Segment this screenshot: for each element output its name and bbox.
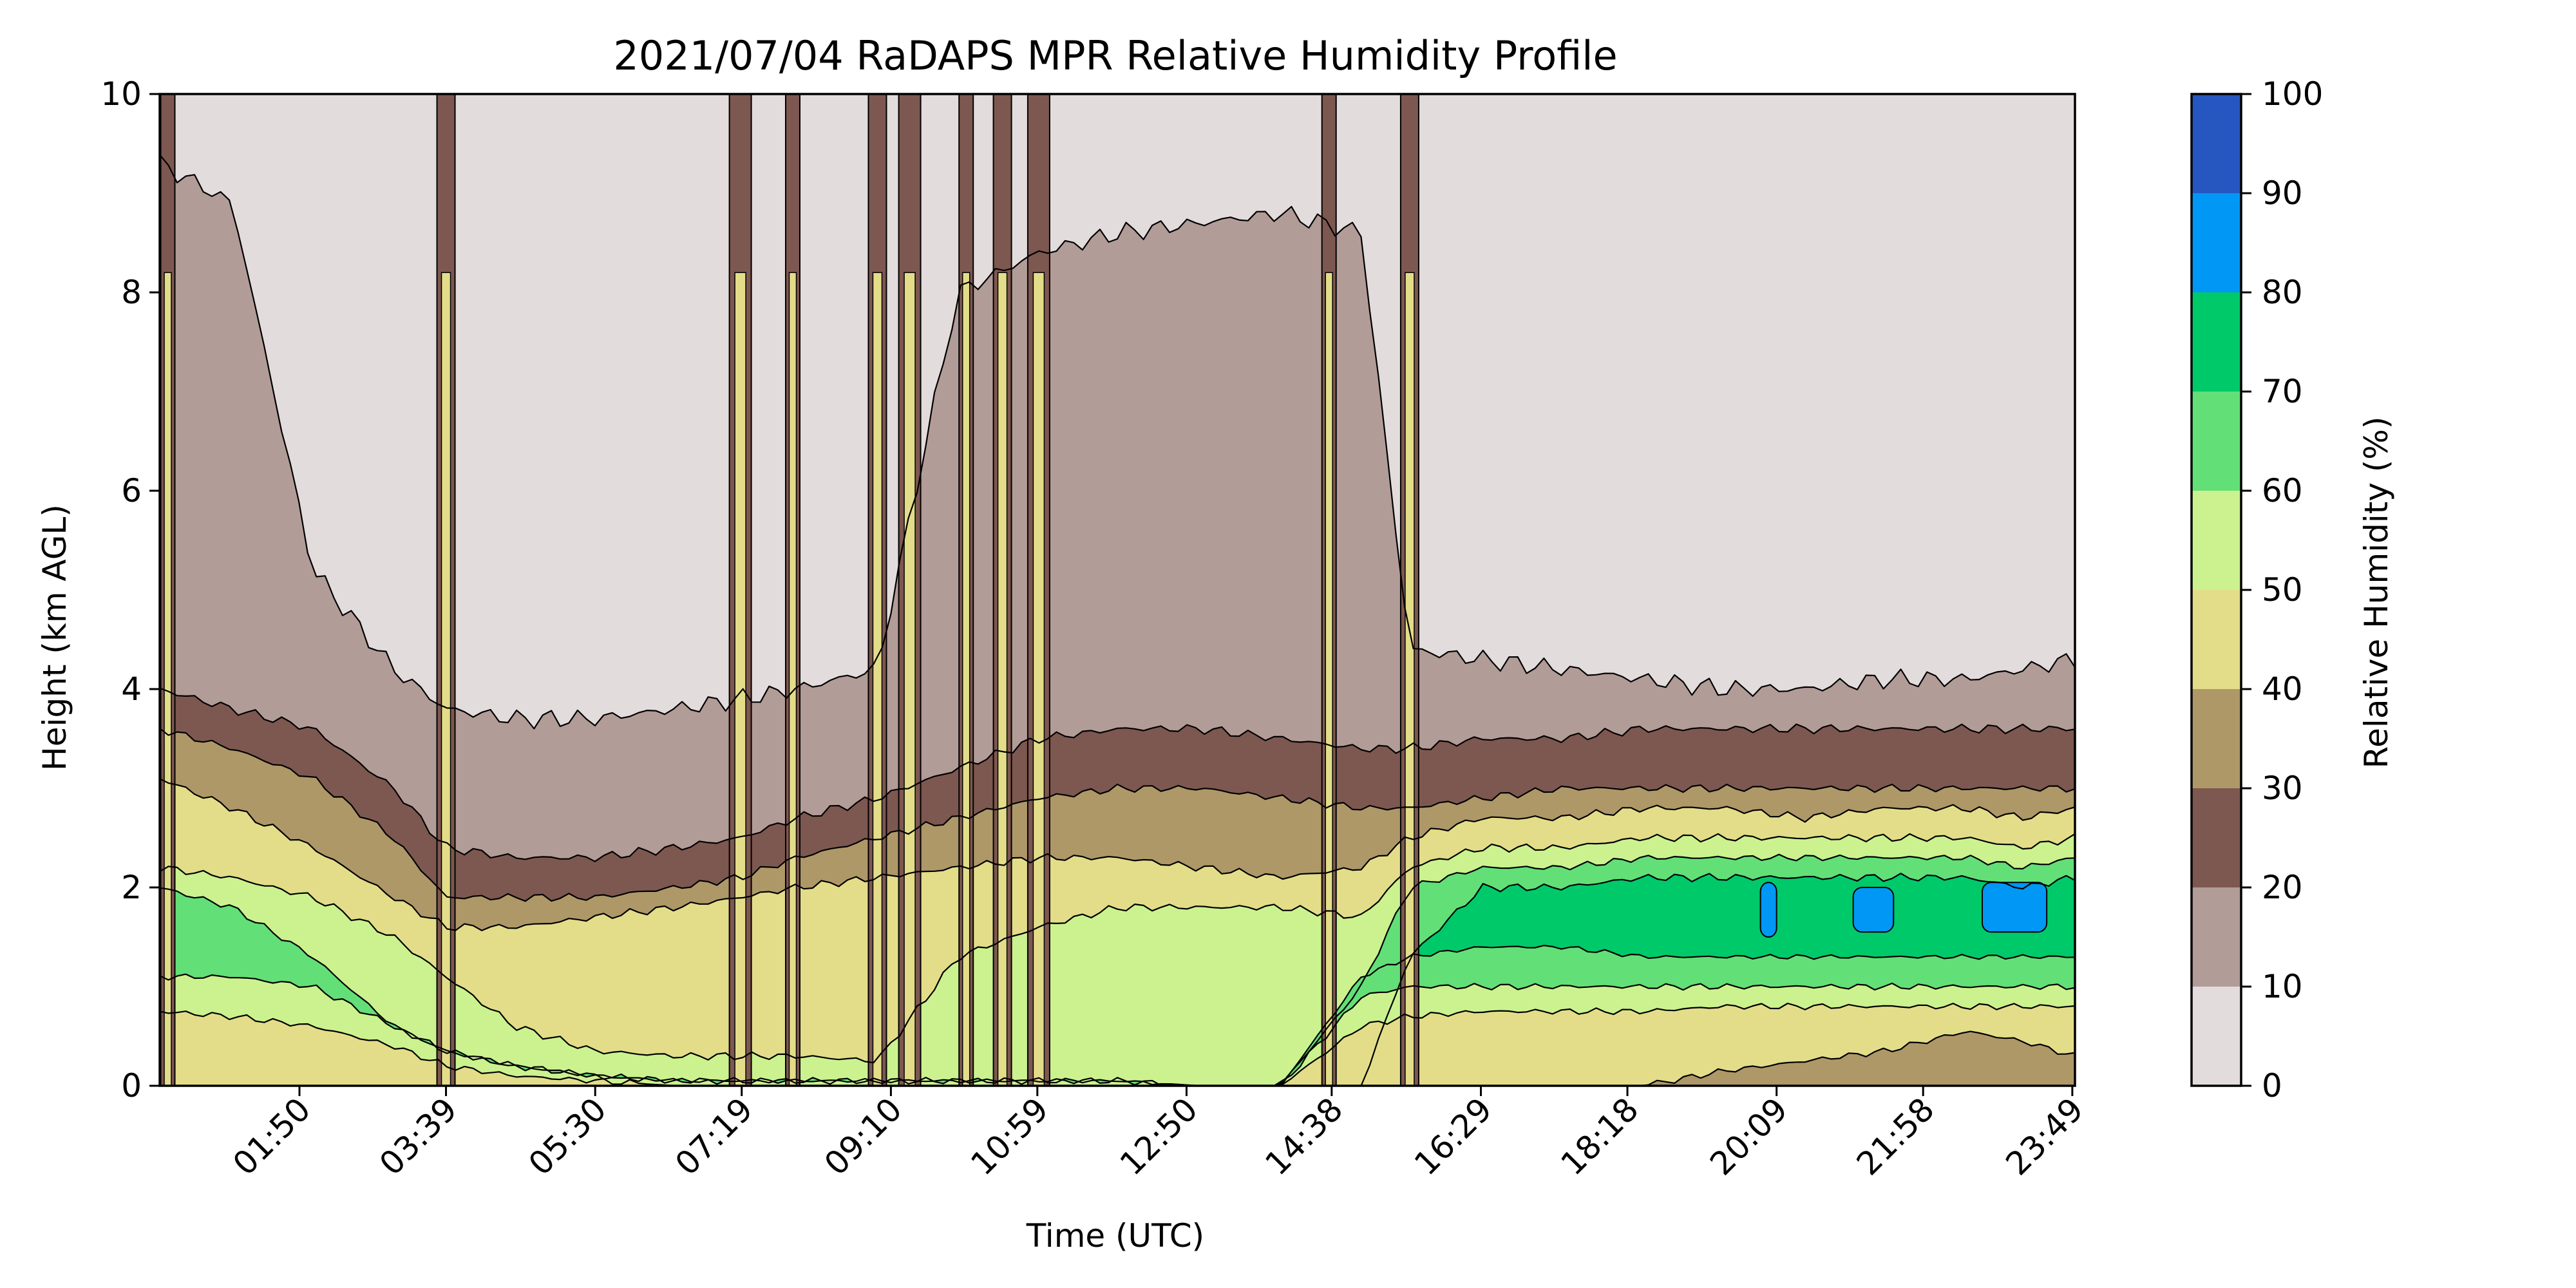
x-tick-label: 18:18 <box>1554 1090 1646 1182</box>
colorbar-tick-label: 100 <box>2262 75 2323 113</box>
colorbar-swatch <box>2192 193 2241 292</box>
x-tick-label: 16:29 <box>1407 1090 1499 1182</box>
colorbar-swatch <box>2192 590 2241 689</box>
plot-frame <box>158 93 2076 1087</box>
contour-line <box>160 154 2075 730</box>
moist-spike-core <box>788 272 797 1086</box>
colorbar-swatch <box>2192 392 2241 491</box>
rh-patch-80-90 <box>1852 887 1895 933</box>
x-tick-label: 09:10 <box>817 1090 909 1182</box>
x-axis: 01:50 03:39 05:30 07:19 09:10 10:59 12:50 14:38… <box>226 1086 2090 1182</box>
rh-lower-30-40 <box>160 1031 2075 1086</box>
y-tick-label: 2 <box>121 869 142 906</box>
colorbar-swatch <box>2192 887 2241 987</box>
x-tick-label: 01:50 <box>226 1090 318 1182</box>
x-tick-label: 14:38 <box>1258 1090 1350 1182</box>
y-tick-label: 0 <box>121 1067 142 1104</box>
moist-spike-core <box>164 272 172 1086</box>
x-tick-label: 12:50 <box>1113 1090 1205 1182</box>
colorbar-tick-label: 20 <box>2262 869 2303 906</box>
contour-line <box>160 687 2075 862</box>
x-tick-label: 03:39 <box>372 1090 464 1182</box>
colorbar-tick-label: 70 <box>2262 373 2303 410</box>
plot-area <box>160 94 2075 1086</box>
rh-patch-80-90 <box>1759 882 1777 938</box>
y-tick-label: 8 <box>121 274 142 311</box>
x-tick-label: 10:59 <box>963 1090 1056 1182</box>
x-tick-label: 20:09 <box>1703 1090 1795 1182</box>
x-axis-label: Time (UTC) <box>1026 1217 1204 1255</box>
contour-line <box>160 853 2075 1086</box>
x-tick-label: 23:49 <box>1998 1090 2090 1182</box>
moist-spike-core <box>904 272 916 1086</box>
contour-line <box>160 1002 2075 1086</box>
contour-lines <box>160 154 2075 1086</box>
colorbar-tick-label: 60 <box>2262 472 2303 509</box>
y-axis-label: Height (km AGL) <box>36 504 73 771</box>
x-tick-label: 07:19 <box>668 1090 760 1182</box>
contour-line <box>160 1030 2075 1086</box>
y-tick-label: 10 <box>100 75 142 113</box>
contour-line <box>160 778 2075 931</box>
colorbar: 0 10 20 30 40 50 60 70 80 90 100 <box>2190 75 2323 1104</box>
moist-spike-core <box>1032 272 1045 1086</box>
moist-spike-core <box>440 272 451 1086</box>
colorbar-swatch <box>2192 689 2241 788</box>
contour-line <box>160 945 2075 1086</box>
colorbar-tick-label: 0 <box>2262 1067 2282 1104</box>
contour-fill-layers <box>160 94 2075 1086</box>
rh-patch-80-90 <box>1981 882 2048 933</box>
colorbar-tick-label: 90 <box>2262 175 2303 212</box>
x-tick-label: 05:30 <box>522 1090 614 1182</box>
contour-line <box>160 728 2075 902</box>
colorbar-swatch <box>2192 788 2241 887</box>
x-tick-label: 21:58 <box>1850 1090 1942 1182</box>
colorbar-tick-label: 10 <box>2262 968 2303 1005</box>
moist-spike-core <box>1325 272 1333 1086</box>
rh-lower-40-50 <box>160 1003 2075 1086</box>
colorbar-tick-label: 40 <box>2262 670 2303 708</box>
moist-spike-core <box>872 272 883 1086</box>
colorbar-swatch <box>2192 491 2241 590</box>
moist-spike-core <box>1405 272 1415 1086</box>
colorbar-tick-label: 50 <box>2262 571 2303 609</box>
moist-spike-core <box>734 272 746 1086</box>
contour-line <box>160 873 2075 1086</box>
moist-spike-core <box>997 272 1008 1086</box>
colorbar-label: Relative Humidity (%) <box>2358 417 2395 769</box>
chart-title: 2021/07/04 RaDAPS MPR Relative Humidity … <box>613 32 1617 79</box>
colorbar-swatch <box>2192 292 2241 392</box>
y-tick-label: 6 <box>121 472 142 509</box>
y-axis: 0 2 4 6 8 10 <box>100 75 160 1104</box>
colorbar-swatch <box>2192 987 2241 1086</box>
contour-line <box>160 833 2075 1064</box>
y-tick-label: 4 <box>121 670 142 708</box>
contour-line <box>160 973 2075 1086</box>
colorbar-tick-label: 80 <box>2262 274 2303 311</box>
colorbar-tick-label: 30 <box>2262 770 2303 807</box>
moist-spike-core <box>961 272 971 1086</box>
colorbar-swatch <box>2192 94 2241 193</box>
